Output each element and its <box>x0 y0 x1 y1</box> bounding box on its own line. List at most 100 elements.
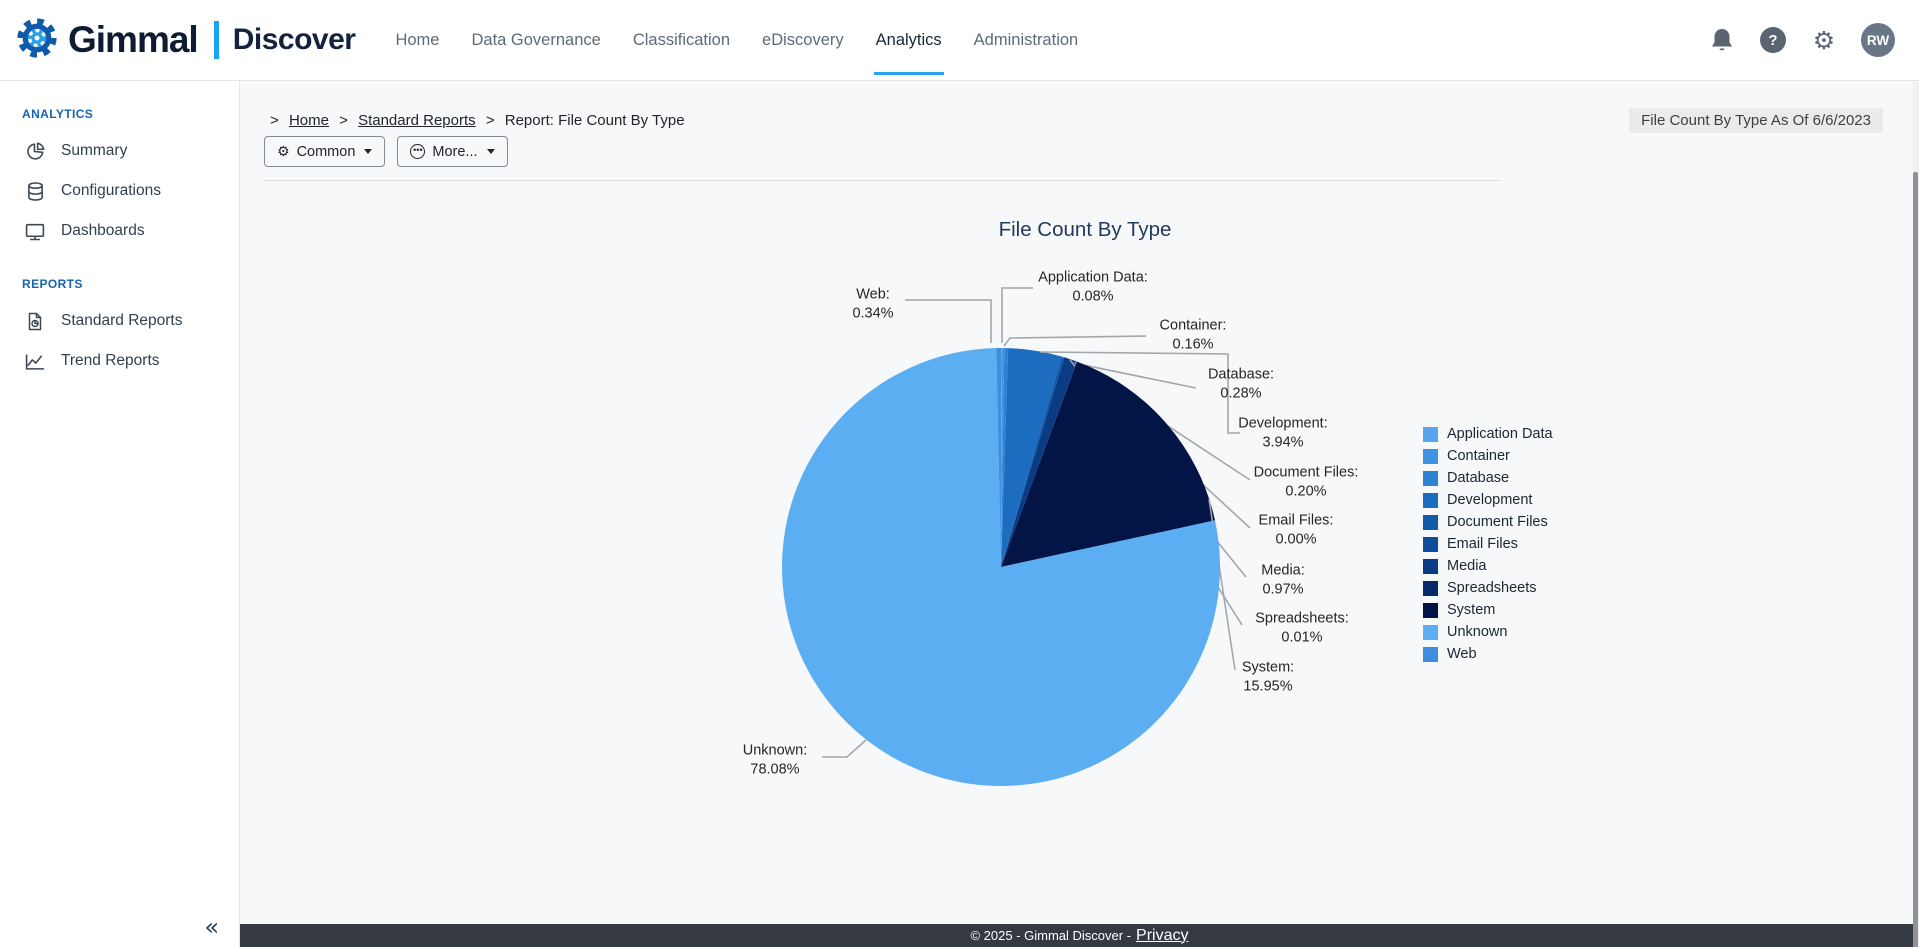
legend-item-system[interactable]: System <box>1423 599 1553 621</box>
pie-label-unknown: Unknown: 78.08% <box>742 742 808 778</box>
settings-gear-icon[interactable]: ⚙ <box>1812 25 1836 55</box>
help-icon[interactable]: ? <box>1759 26 1787 54</box>
legend-label: Container <box>1447 448 1510 464</box>
pie-label-email-files: Email Files: 0.00% <box>1258 512 1334 548</box>
legend-item-unknown[interactable]: Unknown <box>1423 621 1553 643</box>
legend-label: Media <box>1447 558 1487 574</box>
main-content <box>240 81 1919 924</box>
more-dropdown-button[interactable]: ••• More... <box>397 136 508 167</box>
breadcrumb: > Home > Standard Reports > Report: File… <box>264 112 685 129</box>
sidebar-item-configurations[interactable]: Configurations <box>0 171 239 211</box>
legend-label: System <box>1447 602 1496 618</box>
chart-legend: Application Data Container Database Develop… <box>1423 423 1553 665</box>
legend-label: Email Files <box>1447 536 1518 552</box>
nav-tab-analytics[interactable]: Analytics <box>873 5 944 75</box>
legend-swatch <box>1423 492 1438 508</box>
sidebar-item-label: Configurations <box>61 182 161 199</box>
breadcrumb-link-home[interactable]: Home <box>288 112 329 129</box>
monitor-icon <box>24 220 46 242</box>
nav-tab-ediscovery[interactable]: eDiscovery <box>762 31 844 49</box>
footer: © 2025 - Gimmal Discover - Privacy <box>240 924 1919 947</box>
trend-line-icon <box>24 350 46 372</box>
sidebar-sections: ANALYTICS Summary Configurations Dashboards… <box>0 107 239 381</box>
legend-swatch <box>1423 646 1438 662</box>
scrollbar-thumb[interactable] <box>1913 172 1918 947</box>
report-document-icon <box>24 310 46 332</box>
pie-label-web: Web: 0.34% <box>852 286 894 322</box>
sidebar-item-label: Standard Reports <box>61 312 183 329</box>
sidebar-item-standard-reports[interactable]: Standard Reports <box>0 301 239 341</box>
nav-tab-administration[interactable]: Administration <box>973 31 1079 49</box>
legend-label: Development <box>1447 492 1533 508</box>
pie-label-document-files: Document Files: 0.20% <box>1253 464 1359 500</box>
pie-label-development: Development: 3.94% <box>1238 415 1328 451</box>
caret-down-icon <box>364 149 373 154</box>
gimmal-gear-logo-icon <box>14 15 60 66</box>
pie-label-container: Container: 0.16% <box>1159 317 1227 353</box>
pie-label-application-data: Application Data: 0.08% <box>1038 269 1148 305</box>
legend-swatch <box>1423 426 1438 442</box>
legend-swatch <box>1423 470 1438 486</box>
report-toolbar: ⚙ Common ••• More... <box>264 136 508 167</box>
sidebar-item-trend-reports[interactable]: Trend Reports <box>0 341 239 381</box>
legend-swatch <box>1423 448 1438 464</box>
ellipsis-circle-icon: ••• <box>410 144 426 159</box>
pie-label-media: Media: 0.97% <box>1261 562 1305 598</box>
vertical-scrollbar[interactable] <box>1913 82 1919 947</box>
brand-name: Gimmal <box>68 19 199 60</box>
common-dropdown-button[interactable]: ⚙ Common <box>264 136 386 167</box>
breadcrumb-separator: > <box>339 112 348 129</box>
sidebar-item-dashboards[interactable]: Dashboards <box>0 211 239 251</box>
legend-item-database[interactable]: Database <box>1423 467 1553 489</box>
copyright-text: © 2025 - Gimmal Discover - <box>970 928 1132 943</box>
nav-tab-data-governance[interactable]: Data Governance <box>471 31 601 49</box>
sidebar-item-label: Trend Reports <box>61 352 160 369</box>
legend-item-web[interactable]: Web <box>1423 643 1553 665</box>
brand-divider <box>213 21 219 59</box>
legend-item-media[interactable]: Media <box>1423 555 1553 577</box>
breadcrumb-link-standard-reports[interactable]: Standard Reports <box>358 112 476 129</box>
legend-label: Database <box>1447 470 1510 486</box>
breadcrumb-separator: > <box>485 112 495 129</box>
divider <box>264 180 1500 181</box>
sidebar-item-label: Dashboards <box>61 222 145 239</box>
legend-item-container[interactable]: Container <box>1423 445 1553 467</box>
legend-label: Unknown <box>1447 624 1508 640</box>
legend-label: Application Data <box>1447 426 1553 442</box>
legend-item-development[interactable]: Development <box>1423 489 1553 511</box>
nav-tab-home[interactable]: Home <box>395 31 440 49</box>
legend-label: Web <box>1447 646 1477 662</box>
pie-label-database: Database: 0.28% <box>1207 366 1275 402</box>
breadcrumb-separator: > <box>270 112 279 129</box>
sidebar-section-title: ANALYTICS <box>22 107 94 121</box>
legend-swatch <box>1423 624 1438 640</box>
gear-icon: ⚙ <box>277 143 290 160</box>
legend-item-spreadsheets[interactable]: Spreadsheets <box>1423 577 1553 599</box>
sidebar-collapse-icon[interactable]: « <box>204 913 219 941</box>
legend-item-document-files[interactable]: Document Files <box>1423 511 1553 533</box>
legend-label: Spreadsheets <box>1447 580 1537 596</box>
sidebar-item-summary[interactable]: Summary <box>0 131 239 171</box>
pie-label-system: System: 15.95% <box>1241 659 1295 695</box>
sidebar-item-label: Summary <box>61 142 128 159</box>
legend-swatch <box>1423 580 1438 596</box>
top-navbar: Gimmal Discover Home Data Governance Class… <box>0 0 1919 81</box>
legend-swatch <box>1423 514 1438 530</box>
legend-item-application-data[interactable]: Application Data <box>1423 423 1553 445</box>
nav-tab-classification[interactable]: Classification <box>632 31 731 49</box>
database-icon <box>24 180 46 202</box>
user-avatar[interactable]: RW <box>1861 23 1895 57</box>
legend-swatch <box>1423 558 1438 574</box>
brand-product-name: Discover <box>232 23 356 56</box>
brand-logo[interactable]: Gimmal Discover <box>14 15 356 66</box>
privacy-link[interactable]: Privacy <box>1136 926 1189 944</box>
legend-item-email-files[interactable]: Email Files <box>1423 533 1553 555</box>
pie-chart-icon <box>24 140 46 162</box>
report-as-of-label: File Count By Type As Of 6/6/2023 <box>1629 108 1883 133</box>
notifications-bell-icon[interactable] <box>1708 26 1736 54</box>
legend-swatch <box>1423 602 1438 618</box>
main-nav: Home Data Governance Classification eDiscov… <box>393 0 1080 81</box>
sidebar-section-title: REPORTS <box>22 277 83 291</box>
breadcrumb-current: Report: File Count By Type <box>504 112 685 129</box>
